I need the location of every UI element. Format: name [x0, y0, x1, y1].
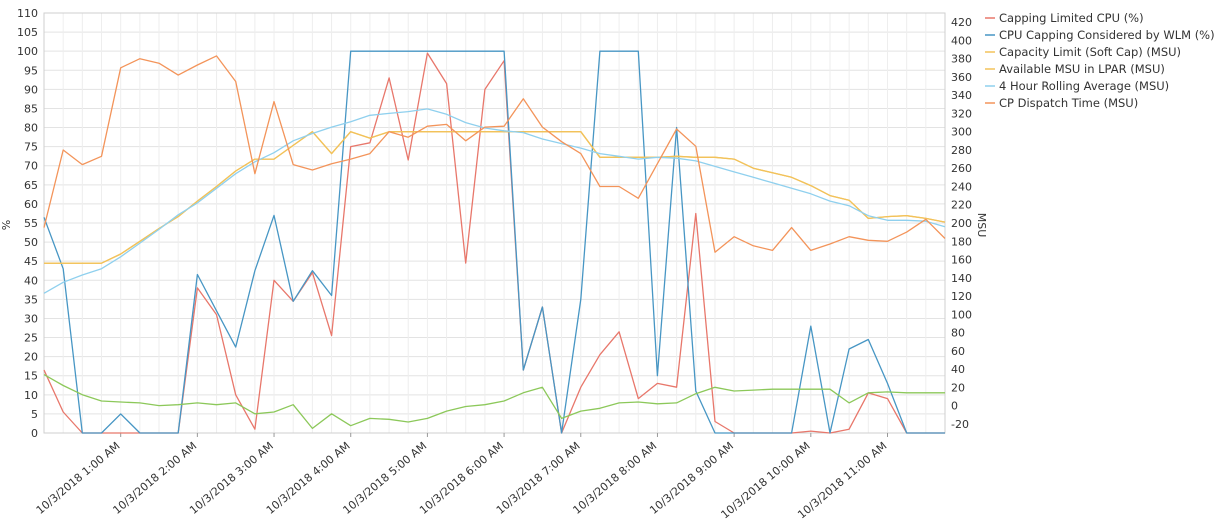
right-axis-title: MSU: [975, 213, 988, 238]
right-tick-label: 60: [951, 345, 965, 358]
right-y-axis: -20 0 20 40 60 80 100 120 140 160 180 200 220 240 260 2…: [951, 16, 972, 431]
right-tick-label: 40: [951, 363, 965, 376]
left-y-axis: 0 5 10 15 20 25 30 35 40 45 50 55 60 65 70 75 80 85 90 95 10…: [17, 7, 38, 440]
left-tick-label: 110: [17, 7, 38, 20]
left-tick-label: 45: [24, 255, 38, 268]
left-tick-label: 25: [24, 332, 38, 345]
series-line-7: [43, 374, 945, 430]
right-tick-label: -20: [951, 418, 969, 431]
left-tick-label: 55: [24, 217, 38, 230]
series-line-5: [43, 108, 946, 294]
left-tick-label: 50: [24, 236, 38, 249]
left-tick-label: 105: [17, 26, 38, 39]
right-tick-label: 380: [951, 53, 972, 66]
right-tick-label: 220: [951, 199, 972, 212]
left-tick-label: 85: [24, 102, 38, 115]
left-tick-label: 10: [24, 389, 38, 402]
series-lines: [43, 50, 946, 434]
right-tick-label: 400: [951, 34, 972, 47]
right-tick-label: 80: [951, 327, 965, 340]
right-tick-label: 340: [951, 89, 972, 102]
left-tick-label: 15: [24, 370, 38, 383]
left-tick-label: 0: [31, 427, 38, 440]
left-tick-label: 60: [24, 198, 38, 211]
right-tick-label: 300: [951, 126, 972, 139]
left-tick-label: 95: [24, 64, 38, 77]
right-tick-label: 100: [951, 308, 972, 321]
legend-label: CPU Capping Considered by WLM (%): [999, 28, 1215, 42]
right-tick-label: 160: [951, 254, 972, 267]
right-tick-label: 360: [951, 71, 972, 84]
right-tick-label: 120: [951, 290, 972, 303]
series-line-1: [43, 52, 945, 434]
right-tick-label: 240: [951, 180, 972, 193]
left-tick-label: 100: [17, 45, 38, 58]
left-axis-title: %: [0, 220, 13, 230]
series-line-6: [43, 55, 946, 253]
left-tick-label: 80: [24, 122, 38, 135]
series-line-2: [43, 50, 945, 434]
left-tick-label: 40: [24, 274, 38, 287]
right-tick-label: 0: [951, 400, 958, 413]
gridlines: [43, 12, 946, 434]
left-tick-label: 90: [24, 83, 38, 96]
legend-label: Capacity Limit (Soft Cap) (MSU): [999, 45, 1181, 59]
right-tick-label: 20: [951, 381, 965, 394]
left-tick-label: 20: [24, 351, 38, 364]
legend-label: CP Dispatch Time (MSU): [999, 96, 1138, 110]
left-tick-label: 35: [24, 293, 38, 306]
legend-label: 4 Hour Rolling Average (MSU): [999, 79, 1169, 93]
left-tick-label: 75: [24, 141, 38, 154]
right-tick-label: 200: [951, 217, 972, 230]
left-tick-label: 5: [31, 408, 38, 421]
left-tick-label: 70: [24, 160, 38, 173]
legend: Capping Limited CPU (%) CPU Capping Consi…: [985, 11, 1215, 110]
right-tick-label: 320: [951, 107, 972, 120]
right-tick-label: 180: [951, 235, 972, 248]
legend-label: Available MSU in LPAR (MSU): [999, 62, 1165, 76]
right-tick-label: 140: [951, 272, 972, 285]
left-tick-label: 65: [24, 179, 38, 192]
right-tick-label: 280: [951, 144, 972, 157]
left-tick-label: 30: [24, 312, 38, 325]
right-tick-label: 420: [951, 16, 972, 29]
right-tick-label: 260: [951, 162, 972, 175]
legend-label: Capping Limited CPU (%): [999, 11, 1144, 25]
series-line-4: [44, 131, 946, 264]
plot-border: [43, 12, 946, 434]
